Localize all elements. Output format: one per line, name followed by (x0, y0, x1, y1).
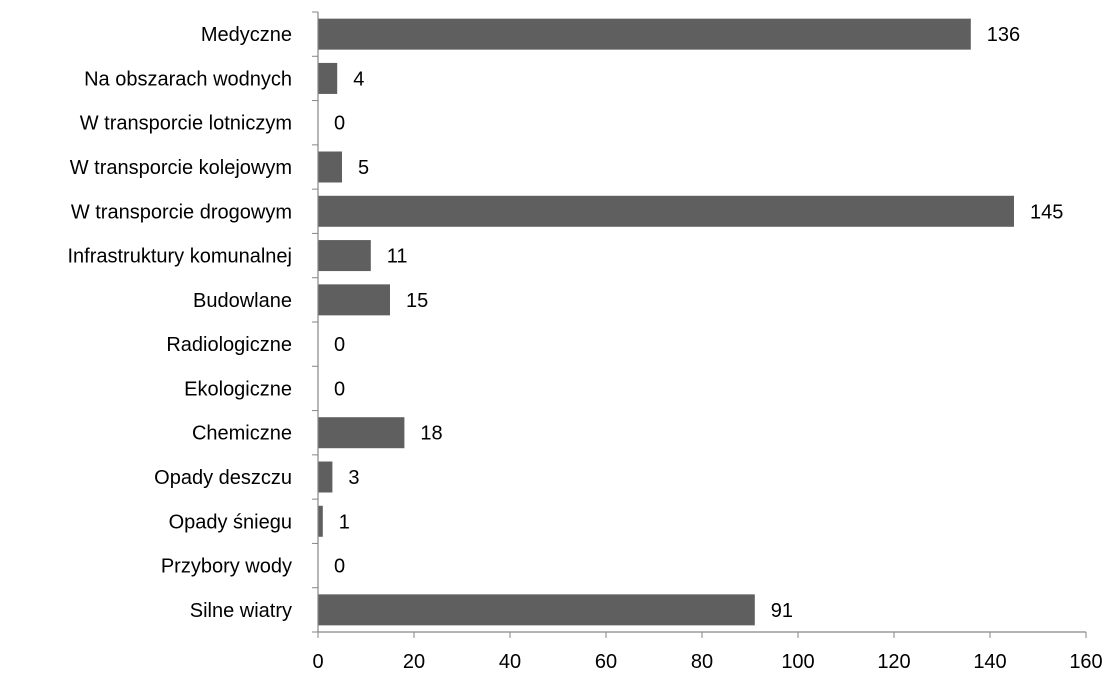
bar (318, 461, 333, 493)
data-label: 91 (771, 600, 793, 622)
category-label: W transporcie drogowym (71, 201, 292, 223)
bar (318, 240, 371, 272)
category-label: W transporcie kolejowym (70, 157, 292, 179)
category-label: Radiologiczne (166, 334, 292, 356)
x-ticks-group: 0 20 40 60 80 100 120 140 160 (312, 632, 1103, 673)
category-labels-group: Medyczne Na obszarach wodnych W transporci… (67, 24, 292, 622)
bar (318, 151, 342, 183)
category-label: Opady deszczu (154, 467, 292, 489)
bar (318, 195, 1014, 227)
bar (318, 417, 405, 449)
x-tick-label: 80 (691, 651, 713, 673)
category-label: Budowlane (193, 290, 292, 312)
bar (318, 594, 755, 626)
x-tick-label: 40 (499, 651, 521, 673)
data-label: 5 (358, 157, 369, 179)
data-label: 11 (387, 246, 408, 268)
category-label: Na obszarach wodnych (84, 68, 292, 90)
bar (318, 505, 323, 537)
data-label: 0 (334, 556, 345, 578)
category-label: Medyczne (201, 24, 292, 46)
bars-group (318, 18, 1014, 626)
data-label: 0 (334, 334, 345, 356)
x-tick-label: 160 (1069, 651, 1102, 673)
x-tick-label: 120 (877, 651, 910, 673)
x-tick-label: 0 (312, 651, 323, 673)
category-label: Silne wiatry (190, 600, 292, 622)
bar (318, 284, 390, 316)
axes-group (312, 11, 1086, 633)
category-label: Przybory wody (161, 556, 292, 578)
x-tick-label: 60 (595, 651, 617, 673)
x-tick-label: 140 (973, 651, 1006, 673)
data-label: 18 (420, 423, 442, 445)
data-label: 4 (353, 68, 364, 90)
category-label: Infrastruktury komunalnej (67, 246, 292, 268)
data-label: 15 (406, 290, 428, 312)
x-tick-label: 20 (403, 651, 425, 673)
data-label: 1 (339, 511, 350, 533)
data-label: 145 (1030, 201, 1063, 223)
data-label: 3 (348, 467, 359, 489)
bar (318, 18, 971, 50)
category-label: W transporcie lotniczym (80, 113, 292, 135)
bar (318, 62, 338, 94)
data-label: 0 (334, 113, 345, 135)
x-tick-label: 100 (781, 651, 814, 673)
category-label: Chemiczne (192, 423, 292, 445)
data-label: 136 (987, 24, 1020, 46)
category-label: Opady śniegu (169, 511, 292, 533)
category-label: Ekologiczne (184, 378, 292, 400)
data-label: 0 (334, 378, 345, 400)
